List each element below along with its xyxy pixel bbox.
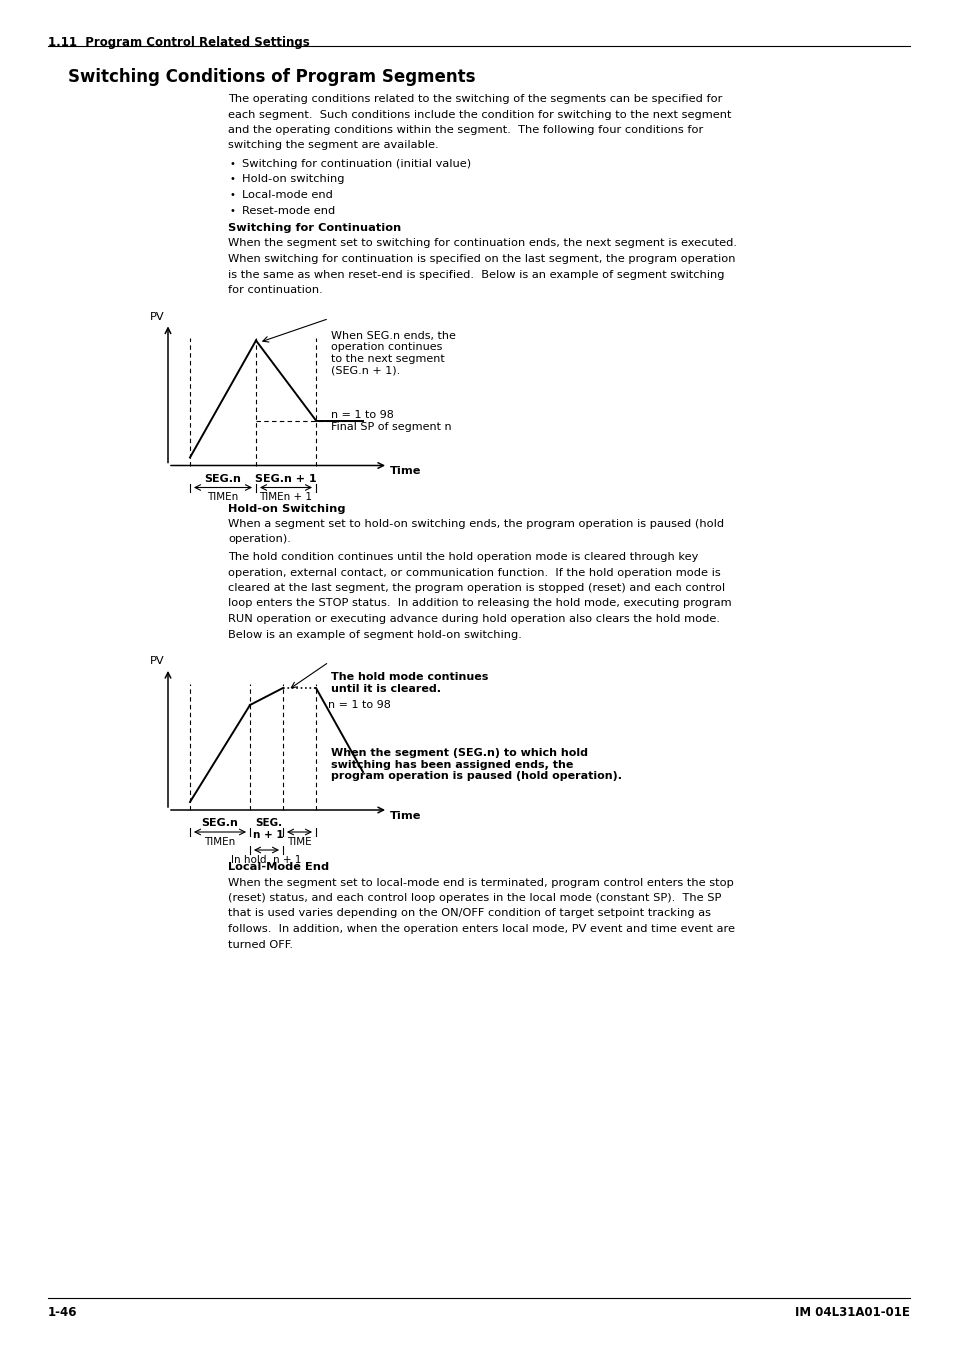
Text: Below is an example of segment hold-on switching.: Below is an example of segment hold-on s… [228, 630, 521, 639]
Text: TIME: TIME [287, 838, 312, 847]
Text: 1-46: 1-46 [48, 1306, 77, 1319]
Text: PV: PV [151, 657, 165, 666]
Text: When switching for continuation is specified on the last segment, the program op: When switching for continuation is speci… [228, 254, 735, 263]
Text: Reset-mode end: Reset-mode end [242, 205, 335, 216]
Text: follows.  In addition, when the operation enters local mode, PV event and time e: follows. In addition, when the operation… [228, 924, 734, 934]
Text: SEG.
n + 1: SEG. n + 1 [253, 817, 283, 839]
Text: is the same as when reset-end is specified.  Below is an example of segment swit: is the same as when reset-end is specifi… [228, 269, 723, 280]
Text: loop enters the STOP status.  In addition to releasing the hold mode, executing : loop enters the STOP status. In addition… [228, 598, 731, 608]
Text: Switching for Continuation: Switching for Continuation [228, 223, 401, 232]
Text: •: • [230, 190, 235, 200]
Text: The hold condition continues until the hold operation mode is cleared through ke: The hold condition continues until the h… [228, 553, 698, 562]
Text: Hold-on switching: Hold-on switching [242, 174, 344, 185]
Text: Switching for continuation (initial value): Switching for continuation (initial valu… [242, 159, 471, 169]
Text: When SEG.n ends, the
operation continues
to the next segment
(SEG.n + 1).: When SEG.n ends, the operation continues… [331, 331, 456, 376]
Text: Final SP of segment n: Final SP of segment n [331, 423, 451, 432]
Text: •: • [230, 205, 235, 216]
Text: Time: Time [390, 466, 421, 477]
Text: each segment.  Such conditions include the condition for switching to the next s: each segment. Such conditions include th… [228, 109, 731, 119]
Text: and the operating conditions within the segment.  The following four conditions : and the operating conditions within the … [228, 126, 702, 135]
Text: PV: PV [151, 312, 165, 322]
Text: Local-mode end: Local-mode end [242, 190, 333, 200]
Text: In hold  n + 1: In hold n + 1 [231, 855, 301, 865]
Text: TIMEn: TIMEn [207, 493, 238, 503]
Text: •: • [230, 159, 235, 169]
Text: n = 1 to 98: n = 1 to 98 [331, 411, 394, 420]
Text: TIMEn: TIMEn [204, 838, 235, 847]
Text: (reset) status, and each control loop operates in the local mode (constant SP). : (reset) status, and each control loop op… [228, 893, 720, 902]
Text: operation).: operation). [228, 535, 291, 544]
Text: operation, external contact, or communication function.  If the hold operation m: operation, external contact, or communic… [228, 567, 720, 577]
Text: When a segment set to hold-on switching ends, the program operation is paused (h: When a segment set to hold-on switching … [228, 519, 723, 530]
Text: 1.11  Program Control Related Settings: 1.11 Program Control Related Settings [48, 36, 310, 49]
Text: turned OFF.: turned OFF. [228, 939, 293, 950]
Text: n = 1 to 98: n = 1 to 98 [328, 700, 391, 711]
Text: SEG.n + 1: SEG.n + 1 [254, 473, 316, 484]
Text: cleared at the last segment, the program operation is stopped (reset) and each c: cleared at the last segment, the program… [228, 584, 724, 593]
Text: SEG.n: SEG.n [201, 817, 238, 828]
Text: that is used varies depending on the ON/OFF condition of target setpoint trackin: that is used varies depending on the ON/… [228, 908, 710, 919]
Text: Hold-on Switching: Hold-on Switching [228, 504, 345, 513]
Text: Local-Mode End: Local-Mode End [228, 862, 329, 871]
Text: When the segment set to switching for continuation ends, the next segment is exe: When the segment set to switching for co… [228, 239, 737, 249]
Text: SEG.n: SEG.n [204, 473, 241, 484]
Text: When the segment (SEG.n) to which hold
switching has been assigned ends, the
pro: When the segment (SEG.n) to which hold s… [331, 748, 621, 781]
Text: RUN operation or executing advance during hold operation also clears the hold mo: RUN operation or executing advance durin… [228, 613, 720, 624]
Text: switching the segment are available.: switching the segment are available. [228, 141, 438, 150]
Text: The hold mode continues
until it is cleared.: The hold mode continues until it is clea… [331, 671, 488, 693]
Text: Time: Time [390, 811, 421, 821]
Text: When the segment set to local-mode end is terminated, program control enters the: When the segment set to local-mode end i… [228, 878, 733, 888]
Text: TIMEn + 1: TIMEn + 1 [259, 493, 313, 503]
Text: for continuation.: for continuation. [228, 285, 322, 295]
Text: •: • [230, 174, 235, 185]
Text: The operating conditions related to the switching of the segments can be specifi: The operating conditions related to the … [228, 95, 721, 104]
Text: Switching Conditions of Program Segments: Switching Conditions of Program Segments [68, 68, 475, 86]
Text: IM 04L31A01-01E: IM 04L31A01-01E [794, 1306, 909, 1319]
